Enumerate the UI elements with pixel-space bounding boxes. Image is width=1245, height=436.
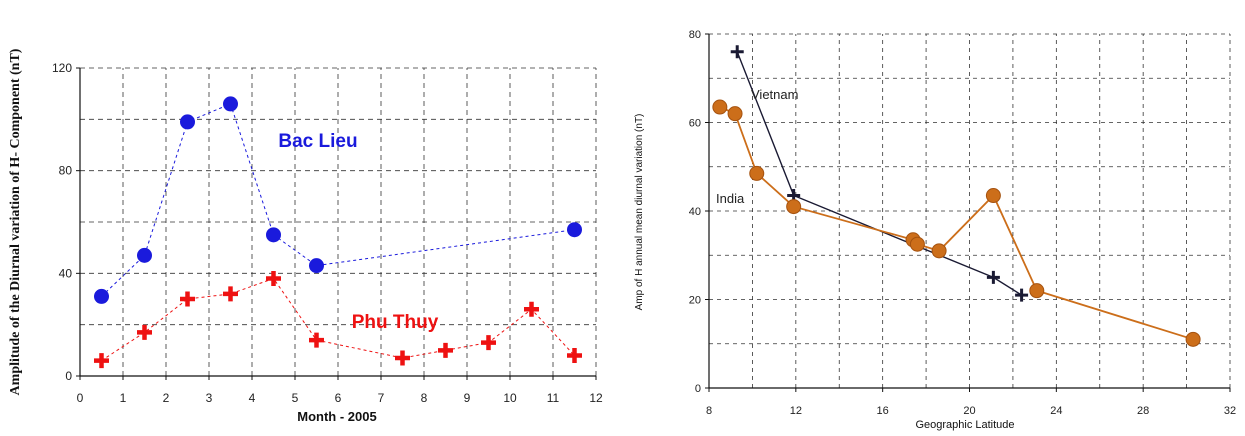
- x-tick-label: 6: [335, 391, 342, 405]
- india-point: [749, 165, 765, 181]
- bac-lieu-point: [137, 247, 152, 263]
- x-tick-label: 12: [790, 405, 802, 417]
- right-y-axis-label: Amp of H annual mean diurnal variation (…: [634, 114, 645, 311]
- right-chart-latitude-amplitude: 8 12 16 20 24 28 32 0 20 40 60 80 Geographic Latitu…: [634, 29, 1236, 431]
- left-chart-axes: [76, 67, 597, 380]
- india-point: [786, 199, 802, 215]
- y-tick-label: 0: [65, 369, 72, 383]
- x-tick-label: 4: [249, 391, 256, 405]
- x-tick-label: 12: [589, 391, 603, 405]
- y-tick-label: 20: [689, 295, 701, 307]
- india-point: [712, 99, 728, 115]
- vietnam-point: [1015, 288, 1029, 302]
- x-tick-label: 3: [206, 391, 213, 405]
- india-point: [1029, 283, 1045, 299]
- x-tick-label: 24: [1050, 405, 1062, 417]
- x-tick-label: 20: [963, 405, 975, 417]
- right-x-axis-label: Geographic Latitude: [915, 419, 1014, 431]
- phu-thuy-point: [524, 301, 539, 317]
- bac-lieu-point: [309, 258, 324, 274]
- series-label-india: India: [716, 191, 745, 206]
- phu-thuy-point: [94, 353, 109, 369]
- phu-thuy-point: [438, 342, 453, 358]
- x-tick-label: 1: [120, 391, 127, 405]
- x-tick-label: 0: [77, 391, 84, 405]
- legend-label-bac-lieu: Bac Lieu: [278, 131, 357, 152]
- x-tick-label: 10: [503, 391, 517, 405]
- x-tick-label: 2: [163, 391, 170, 405]
- x-tick-label: 16: [877, 405, 889, 417]
- bac-lieu-point: [567, 222, 582, 238]
- y-tick-label: 120: [52, 61, 72, 75]
- right-chart-tick-labels: 8 12 16 20 24 28 32 0 20 40 60 80: [689, 29, 1236, 417]
- phu-thuy-point: [567, 347, 582, 363]
- india-point: [727, 106, 743, 122]
- vietnam-line: [736, 51, 1022, 296]
- right-chart-gridlines: [709, 33, 1231, 388]
- x-tick-label: 7: [378, 391, 385, 405]
- x-tick-label: 8: [421, 391, 428, 405]
- india-line: [719, 106, 1194, 341]
- y-tick-label: 80: [689, 29, 701, 41]
- right-chart-series: [712, 45, 1201, 347]
- x-tick-label: 32: [1224, 405, 1236, 417]
- bac-lieu-point: [266, 227, 281, 243]
- phu-thuy-point: [309, 332, 324, 348]
- india-point: [909, 236, 925, 252]
- vietnam-point: [730, 45, 744, 59]
- x-tick-label: 9: [464, 391, 471, 405]
- india-point: [931, 243, 947, 259]
- left-x-axis-label: Month - 2005: [297, 409, 376, 424]
- legend-label-phu-thuy: Phu Thuy: [352, 312, 439, 333]
- x-tick-label: 5: [292, 391, 299, 405]
- x-tick-label: 8: [706, 405, 712, 417]
- phu-thuy-line: [101, 277, 575, 362]
- y-tick-label: 80: [59, 164, 73, 178]
- left-chart-series: [94, 96, 582, 369]
- india-point: [985, 188, 1001, 204]
- right-chart-axes: [705, 33, 1231, 392]
- phu-thuy-point: [395, 350, 410, 366]
- y-tick-label: 0: [695, 383, 701, 395]
- left-y-axis-label: Amplitude of the Diurnal variation of H-…: [8, 48, 23, 395]
- india-point: [1185, 331, 1201, 347]
- bac-lieu-point: [94, 288, 109, 304]
- phu-thuy-point: [137, 324, 152, 340]
- bac-lieu-point: [180, 114, 195, 130]
- phu-thuy-point: [223, 286, 238, 302]
- phu-thuy-point: [481, 335, 496, 351]
- phu-thuy-point: [180, 291, 195, 307]
- y-tick-label: 40: [689, 206, 701, 218]
- bac-lieu-point: [223, 96, 238, 112]
- phu-thuy-point: [266, 270, 281, 286]
- x-tick-label: 11: [547, 391, 560, 405]
- x-tick-label: 28: [1137, 405, 1149, 417]
- vietnam-point: [986, 270, 1000, 284]
- y-tick-label: 40: [59, 266, 73, 280]
- series-label-vietnam: Vietnam: [751, 87, 798, 102]
- y-tick-label: 60: [689, 118, 701, 130]
- left-chart-gridlines: [80, 67, 597, 376]
